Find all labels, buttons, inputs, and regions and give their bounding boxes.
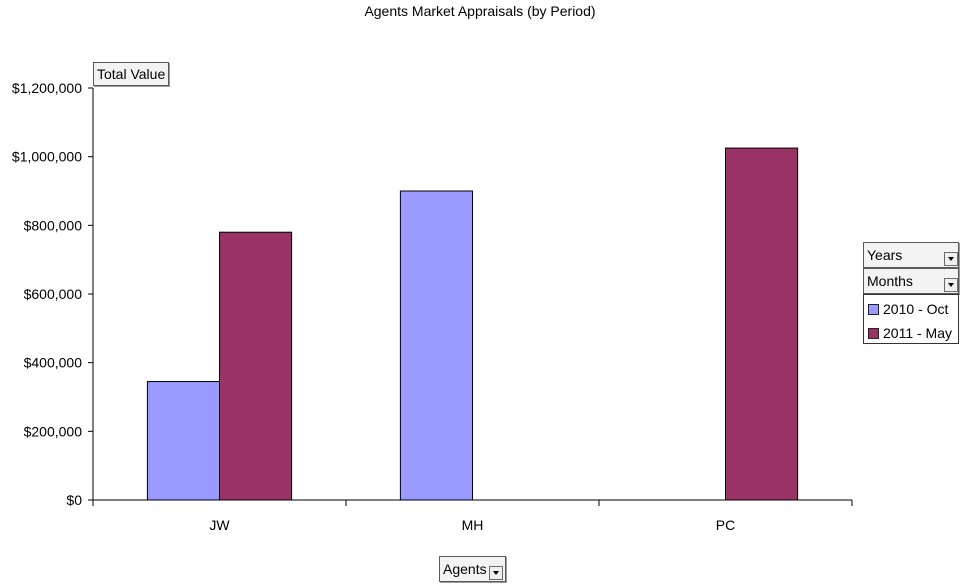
legend: 2010 - Oct 2011 - May [863,294,959,344]
legend-item: 2010 - Oct [868,299,948,319]
chart-title: Agents Market Appraisals (by Period) [364,3,596,19]
y-axis: $0 $200,000 $400,000 $600,000 $800,000 $1,000… [12,80,94,508]
x-tick-label: PC [716,517,735,533]
bar [399,190,473,501]
bar [146,381,221,501]
months-field-label: Months [867,273,913,289]
y-tick-label: $1,200,000 [12,80,82,96]
agents-field-label: Agents [443,561,487,577]
months-field-button[interactable]: Months [863,268,959,294]
x-axis: JW MH PC [92,499,853,533]
x-tick-label: MH [462,517,484,533]
legend-label: 2011 - May [883,325,952,341]
y-tick-label: $0 [66,492,82,508]
bar [219,231,293,501]
y-tick-label: $800,000 [24,217,83,233]
legend-label: 2010 - Oct [883,301,949,317]
dropdown-arrow-icon[interactable] [944,252,958,266]
legend-item: 2011 - May [868,323,952,343]
y-tick-label: $200,000 [24,423,83,439]
dropdown-arrow-icon[interactable] [944,278,958,292]
y-tick-label: $400,000 [24,355,83,371]
y-tick-label: $600,000 [24,286,83,302]
dropdown-arrow-icon[interactable] [489,566,503,580]
legend-swatch [868,304,879,315]
legend-swatch [868,328,879,339]
y-tick-label: $1,000,000 [12,149,82,165]
bar [725,147,799,501]
agents-field-button[interactable]: Agents [439,556,506,582]
bars [146,147,799,501]
years-field-label: Years [867,247,903,263]
x-tick-label: JW [209,517,230,533]
years-field-button[interactable]: Years [863,242,959,268]
data-field-button[interactable]: Total Value [93,62,170,86]
